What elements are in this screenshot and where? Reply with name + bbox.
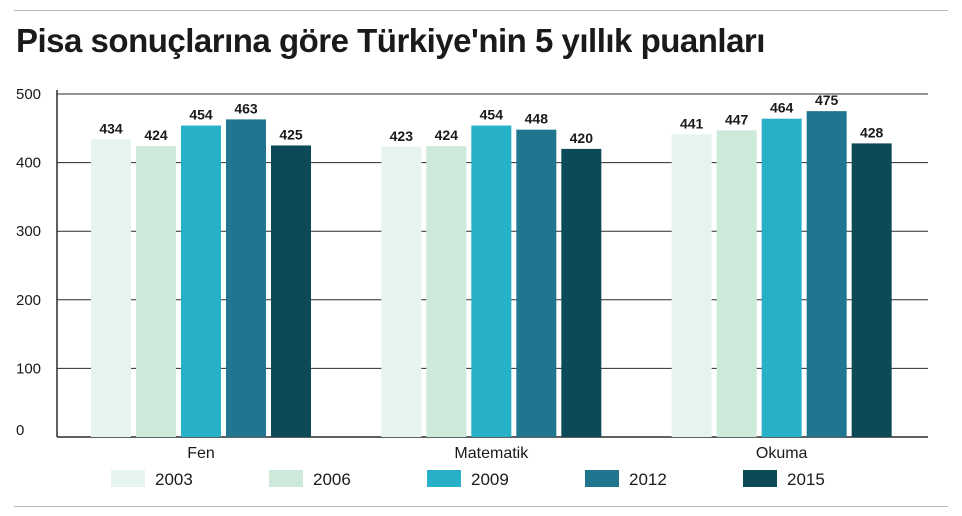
data-label: 424 xyxy=(144,127,168,143)
legend-label: 2003 xyxy=(155,470,193,489)
y-tick-label: 0 xyxy=(16,422,24,439)
bar xyxy=(761,118,802,438)
bar xyxy=(271,145,311,437)
bar xyxy=(806,111,847,438)
data-label: 454 xyxy=(480,107,504,123)
bar xyxy=(91,139,131,437)
y-tick-label: 100 xyxy=(16,360,41,377)
bar xyxy=(381,146,422,437)
bottom-rule xyxy=(14,506,948,507)
bar xyxy=(671,134,712,437)
chart-title: Pisa sonuçlarına göre Türkiye'nin 5 yıll… xyxy=(16,22,765,59)
bar xyxy=(851,143,892,437)
data-label: 425 xyxy=(279,126,303,142)
legend-label: 2009 xyxy=(471,470,509,489)
category-label: Okuma xyxy=(756,445,808,462)
bar xyxy=(716,130,757,437)
bar xyxy=(426,146,467,438)
legend-label: 2006 xyxy=(313,470,351,489)
bar xyxy=(226,119,266,437)
y-tick-label: 300 xyxy=(16,223,41,240)
data-label: 428 xyxy=(860,124,884,140)
data-label: 454 xyxy=(189,107,213,123)
bar xyxy=(181,125,221,437)
legend-label: 2015 xyxy=(787,470,825,489)
legend-swatch xyxy=(269,470,303,487)
y-tick-label: 500 xyxy=(16,86,41,103)
category-label: Matematik xyxy=(454,445,529,462)
data-label: 434 xyxy=(99,120,123,136)
legend-label: 2012 xyxy=(629,470,667,489)
data-label: 464 xyxy=(770,100,794,116)
bar xyxy=(561,148,602,437)
data-label: 423 xyxy=(390,128,414,144)
legend-swatch xyxy=(111,470,145,487)
y-tick-label: 200 xyxy=(16,292,41,309)
data-label: 441 xyxy=(680,115,704,131)
y-tick-label: 400 xyxy=(16,155,41,172)
legend-swatch xyxy=(585,470,619,487)
data-label: 448 xyxy=(525,111,549,127)
data-label: 447 xyxy=(725,111,749,127)
top-rule xyxy=(14,10,948,11)
bar xyxy=(136,146,176,438)
bar xyxy=(471,125,512,437)
bar xyxy=(516,129,557,437)
data-label: 420 xyxy=(570,130,594,146)
category-label: Fen xyxy=(187,445,215,462)
data-label: 463 xyxy=(234,100,258,116)
legend-swatch xyxy=(743,470,777,487)
data-label: 424 xyxy=(435,127,459,143)
data-label: 475 xyxy=(815,92,839,108)
legend-swatch xyxy=(427,470,461,487)
